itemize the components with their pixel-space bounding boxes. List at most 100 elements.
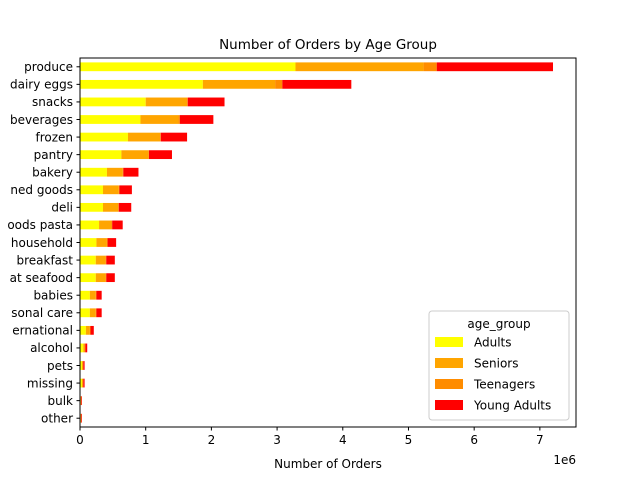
bar-segment (80, 396, 82, 406)
legend-swatch (435, 358, 463, 368)
bar-segment (179, 115, 214, 124)
bar-segment (148, 150, 149, 160)
bar-segment (106, 273, 115, 283)
bar-segment (102, 202, 119, 212)
legend-items: Adults Seniors Teenagers Young Adults (435, 336, 551, 413)
x-axis-scale-label: 1e6 (553, 453, 576, 467)
y-tick-label: deli (51, 201, 73, 215)
bar-segment (123, 167, 139, 177)
y-tick-label: ned goods (10, 183, 73, 197)
bar-segment (80, 255, 96, 265)
y-tick-label: at seafood (10, 271, 73, 285)
bar-segment (80, 378, 82, 388)
bar-segment (107, 238, 117, 247)
legend-label: Adults (474, 336, 512, 350)
y-tick-label: other (41, 412, 73, 426)
bar-segment (102, 185, 119, 195)
bar-segment (89, 290, 96, 300)
y-tick-label: beverages (10, 113, 73, 127)
legend-label: Teenagers (473, 378, 535, 392)
y-tick-label: pets (47, 359, 73, 373)
y-tick-label: alcohol (30, 341, 73, 355)
bar-segment (80, 97, 146, 107)
bar-segment (423, 62, 437, 72)
y-tick-label: household (11, 236, 73, 250)
x-tick-label: 7 (536, 433, 544, 447)
y-tick-label: bakery (32, 166, 73, 180)
bar-segment (81, 413, 82, 423)
bar-segment (295, 62, 424, 72)
bar-segment (148, 150, 172, 160)
legend: age_group Adults Seniors Teenagers Young Ad… (428, 310, 570, 421)
y-tick-label: breakfast (16, 253, 73, 267)
bar-segment (127, 132, 161, 142)
y-tick-label: oods pasta (7, 218, 73, 232)
bar-segment (118, 202, 132, 212)
y-axis: produce dairy eggs snacks beverages frozen pa… (7, 60, 80, 426)
bar-segment (178, 115, 180, 124)
x-tick-label: 1 (142, 433, 150, 447)
y-tick-label: ernational (12, 324, 73, 338)
bar-segment (187, 97, 188, 107)
bar-segment (81, 396, 82, 406)
x-tick-label: 5 (405, 433, 413, 447)
bar-segment (95, 273, 106, 283)
y-tick-label: dairy eggs (10, 78, 73, 92)
bar-segment (80, 132, 128, 142)
x-tick-label: 3 (273, 433, 281, 447)
bar-segment (80, 62, 296, 72)
legend-label: Seniors (474, 357, 518, 371)
bar-segment (122, 167, 124, 177)
x-tick-label: 2 (208, 433, 216, 447)
y-tick-label: snacks (32, 95, 73, 109)
chart-title: Number of Orders by Age Group (219, 37, 437, 53)
bar-segment (95, 290, 97, 300)
bar-segment (83, 378, 85, 388)
bar-segment (282, 79, 352, 89)
bar-segment (83, 343, 86, 353)
bar-segment (80, 220, 100, 230)
bar-segment (80, 290, 90, 300)
bar-segment (118, 185, 120, 195)
legend-label: Young Adults (473, 399, 551, 413)
bar-segment (112, 220, 123, 230)
bar-segment (80, 325, 86, 335)
y-tick-label: babies (33, 289, 73, 303)
bar-segment (89, 325, 91, 335)
bar-segment (95, 255, 106, 265)
bar-segment (106, 167, 123, 177)
bar-segment (80, 361, 82, 370)
bar-segment (96, 290, 102, 300)
bar-segment (85, 343, 88, 353)
x-axis: 0 1 2 3 4 5 6 7 (76, 427, 544, 447)
y-tick-label: missing (27, 376, 73, 390)
x-tick-label: 0 (76, 433, 84, 447)
bar-segment (95, 308, 97, 318)
bar-segment (436, 62, 554, 72)
bar-segment (80, 115, 141, 124)
bar-segment (80, 273, 96, 283)
bar-segment (111, 220, 113, 230)
bar-segment (80, 343, 84, 353)
bar-segment (80, 413, 82, 423)
bar-segment (105, 273, 107, 283)
legend-box (428, 310, 570, 421)
x-axis-label: Number of Orders (274, 457, 382, 471)
legend-swatch (435, 400, 463, 410)
bar-segment (80, 79, 203, 89)
bar-segment (105, 255, 107, 265)
bar-segment (85, 325, 90, 335)
bar-segment (80, 238, 97, 247)
bar-segment (96, 238, 107, 247)
bar-segment (160, 132, 161, 142)
bar-segment (80, 308, 90, 318)
bar-segment (83, 361, 85, 370)
y-tick-label: sonal care (11, 306, 73, 320)
bar-segment (275, 79, 283, 89)
bar-segment (121, 150, 149, 160)
legend-swatch (435, 337, 463, 347)
x-tick-label: 6 (470, 433, 478, 447)
bar-segment (81, 378, 84, 388)
bar-segment (99, 220, 112, 230)
